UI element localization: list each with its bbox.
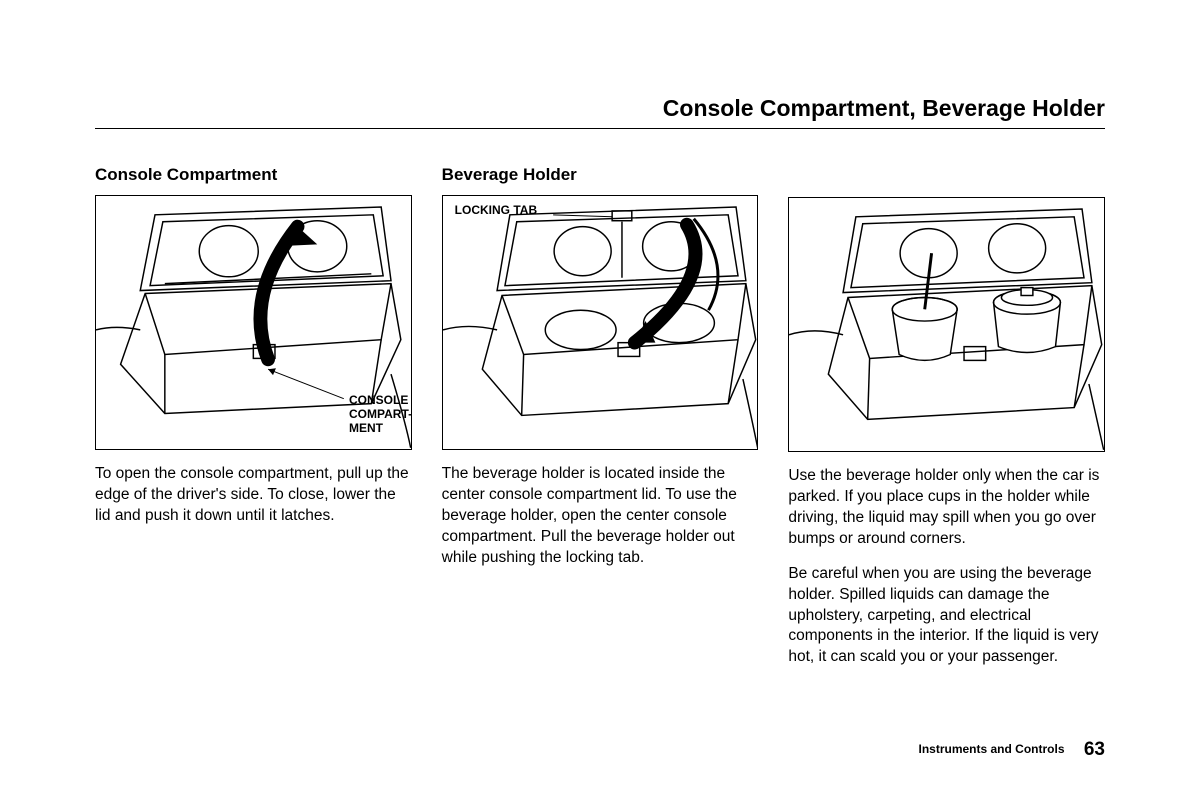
motion-arrow-icon [260,227,297,360]
paragraph: Use the beverage holder only when the ca… [788,466,1105,550]
column-beverage-usage: Use the beverage holder only when the ca… [788,165,1105,682]
footer-section-name: Instruments and Controls [919,742,1065,756]
paragraph: The beverage holder is located inside th… [442,464,759,569]
illustration-beverage-cups [788,197,1105,452]
paragraph: To open the console compartment, pull up… [95,464,412,527]
column-heading: Console Compartment [95,165,412,185]
title-rule [95,128,1105,129]
illustration-console-compartment: CONSOLE COMPART- MENT [95,195,412,450]
label-console-compartment: CONSOLE COMPART- MENT [349,394,412,435]
beverage-cups-drawing [789,198,1104,451]
page-number: 63 [1084,739,1105,760]
illustration-beverage-holder: LOCKING TAB [442,195,759,450]
page-footer: Instruments and Controls 63 [919,739,1106,761]
column-beverage-holder: Beverage Holder [442,165,759,682]
body-text: Use the beverage holder only when the ca… [788,466,1105,682]
body-text: To open the console compartment, pull up… [95,464,412,541]
column-console-compartment: Console Compartment [95,165,412,682]
body-text: The beverage holder is located inside th… [442,464,759,583]
column-heading [788,165,1105,187]
page-title: Console Compartment, Beverage Holder [663,95,1105,122]
paragraph: Be careful when you are using the bevera… [788,564,1105,669]
content-columns: Console Compartment [95,165,1105,682]
label-locking-tab: LOCKING TAB [455,204,537,218]
beverage-holder-drawing [443,196,758,449]
column-heading: Beverage Holder [442,165,759,185]
